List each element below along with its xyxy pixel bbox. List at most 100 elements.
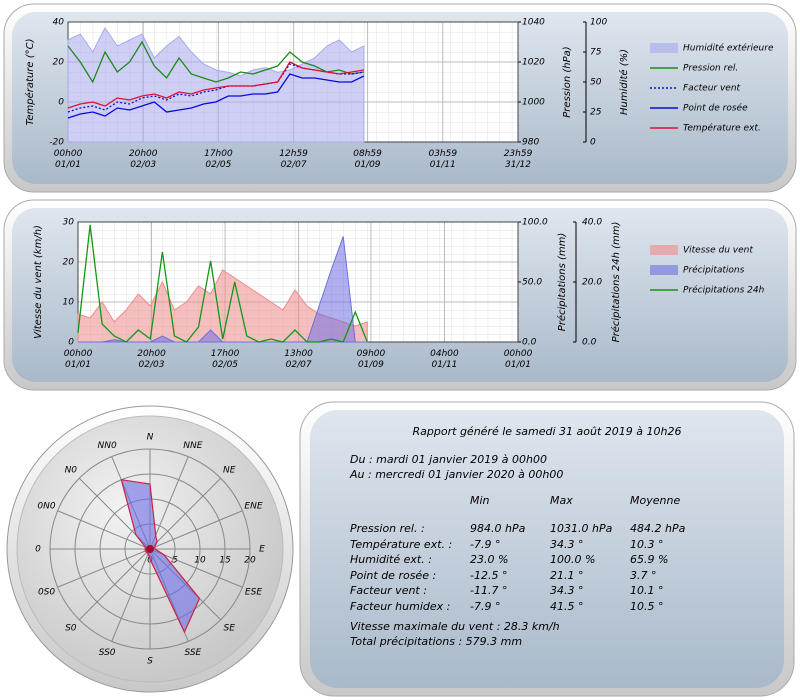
axis-label: Précipitations 24h (mm) bbox=[610, 222, 622, 343]
y3-tick-label: 0.0 bbox=[582, 338, 597, 348]
y3-tick-label: 0 bbox=[590, 138, 596, 148]
direction-label: NE bbox=[223, 465, 236, 475]
y3-tick-label: 40.0 bbox=[582, 218, 602, 228]
r-tick-label: 5 bbox=[172, 556, 178, 566]
x-tick-label: 08h59 01/09 bbox=[353, 149, 382, 170]
legend-label: Vitesse du vent bbox=[683, 246, 753, 256]
axis-label: Température (°C) bbox=[24, 39, 36, 126]
y-tick-label: 30 bbox=[63, 218, 75, 228]
y3-tick-label: 50 bbox=[590, 78, 602, 88]
y-tick-label: 40 bbox=[53, 18, 65, 28]
x-tick-label: 23h59 31/12 bbox=[503, 149, 533, 170]
report-cell: 984.0 hPa bbox=[470, 522, 526, 535]
spoke bbox=[149, 510, 243, 550]
legend-swatch bbox=[650, 43, 678, 53]
direction-label: E bbox=[259, 545, 265, 555]
y2-tick-label: 1020 bbox=[522, 58, 545, 68]
report-cell: 34.3 ° bbox=[550, 537, 584, 551]
r-tick-label: 20 bbox=[244, 556, 256, 566]
report-cell: -12.5 ° bbox=[470, 568, 508, 582]
x-tick-label: 12h59 02/07 bbox=[279, 149, 308, 170]
series-line bbox=[67, 63, 365, 113]
rose-area bbox=[120, 478, 201, 634]
row-label: Humidité ext. : bbox=[350, 553, 432, 566]
legend-label: Point de rosée bbox=[683, 103, 748, 114]
direction-label: ENE bbox=[244, 502, 262, 512]
series-line bbox=[77, 224, 368, 343]
legend-swatch bbox=[650, 265, 678, 275]
y3-tick-label: 100 bbox=[590, 18, 607, 28]
y2-tick-label: 1040 bbox=[522, 18, 545, 28]
r-tick-label: 15 bbox=[219, 556, 231, 566]
report-cell: 65.9 % bbox=[630, 553, 669, 566]
legend-label: Facteur vent bbox=[683, 84, 741, 94]
report-cell: 41.5 ° bbox=[550, 599, 584, 613]
row-label: Point de rosée : bbox=[350, 568, 437, 582]
panel bbox=[310, 410, 784, 688]
x-tick-label: 20h00 02/03 bbox=[128, 149, 158, 170]
y3-tick-label: 75 bbox=[590, 48, 602, 58]
y2-tick-label: 980 bbox=[522, 138, 539, 148]
center-dot bbox=[146, 545, 154, 553]
direction-label: SSE bbox=[184, 648, 201, 658]
x-tick-label: 00h00 01/01 bbox=[53, 149, 83, 170]
y2-tick-label: 100.0 bbox=[522, 218, 548, 228]
direction-label: 0S0 bbox=[38, 587, 55, 597]
x-tick-label: 03h59 01/11 bbox=[428, 149, 458, 170]
report-cell: 3.7 ° bbox=[630, 568, 657, 582]
column-header: Moyenne bbox=[630, 494, 681, 507]
legend-label: Humidité extérieure bbox=[683, 43, 774, 54]
report-cell: -7.9 ° bbox=[470, 537, 501, 551]
report-cell: 1031.0 hPa bbox=[550, 522, 613, 535]
direction-label: SS0 bbox=[99, 648, 116, 658]
y3-tick-label: 25 bbox=[590, 108, 602, 118]
axis-label: Humidité (%) bbox=[618, 49, 630, 115]
report-cell: -11.7 ° bbox=[470, 584, 508, 597]
legend-label: Précipitations 24h bbox=[683, 285, 765, 296]
direction-label: NNE bbox=[183, 441, 202, 451]
column-header: Max bbox=[550, 494, 573, 507]
x-tick-label: 09h00 01/09 bbox=[356, 349, 386, 370]
report-cell: 34.3 ° bbox=[550, 584, 584, 597]
y2-tick-label: 1000 bbox=[522, 98, 545, 108]
r-tick-label: 10 bbox=[194, 556, 206, 566]
report-cell: 21.1 ° bbox=[550, 568, 584, 582]
x-tick-label: 20h00 02/03 bbox=[137, 349, 166, 370]
y-tick-label: 20 bbox=[63, 258, 75, 268]
report-summary: Total précipitations : 579.3 mm bbox=[350, 635, 523, 648]
axis-label: Précipitations (mm) bbox=[556, 233, 568, 332]
x-tick-label: 17h00 02/05 bbox=[210, 349, 240, 370]
row-label: Pression rel. : bbox=[350, 522, 425, 535]
spoke bbox=[57, 510, 151, 550]
report-cell: 10.5 ° bbox=[630, 599, 664, 613]
column-header: Min bbox=[470, 494, 490, 507]
y-tick-label: -20 bbox=[49, 138, 64, 148]
y-tick-label: 20 bbox=[53, 58, 65, 68]
spoke bbox=[149, 456, 189, 550]
legend-label: Précipitations bbox=[683, 265, 745, 276]
direction-label: SE bbox=[223, 624, 235, 634]
series-line bbox=[67, 61, 365, 109]
legend-label: Pression rel. bbox=[683, 64, 738, 74]
direction-label: N0 bbox=[65, 465, 78, 475]
y2-tick-label: 0.0 bbox=[522, 338, 537, 348]
x-tick-label: 17h00 02/05 bbox=[204, 149, 233, 170]
spoke bbox=[111, 548, 151, 642]
direction-label: 0N0 bbox=[37, 502, 55, 512]
x-tick-label: 04h00 01/11 bbox=[430, 349, 459, 370]
report-cell: 484.2 hPa bbox=[630, 522, 686, 535]
report-period: Au : mercredi 01 janvier 2020 à 00h00 bbox=[350, 468, 564, 481]
y-tick-label: 0 bbox=[68, 338, 74, 348]
spoke bbox=[57, 548, 151, 588]
direction-label: S bbox=[147, 657, 153, 667]
series-area bbox=[78, 236, 368, 343]
y3-tick-label: 20.0 bbox=[582, 278, 602, 288]
y2-tick-label: 50.0 bbox=[522, 278, 542, 288]
report-cell: 100.0 % bbox=[550, 553, 596, 566]
spoke bbox=[78, 548, 151, 621]
axis-label: Vitesse du vent (km/h) bbox=[33, 225, 44, 339]
direction-label: ESE bbox=[245, 587, 262, 597]
report-cell: 10.3 ° bbox=[630, 537, 664, 551]
